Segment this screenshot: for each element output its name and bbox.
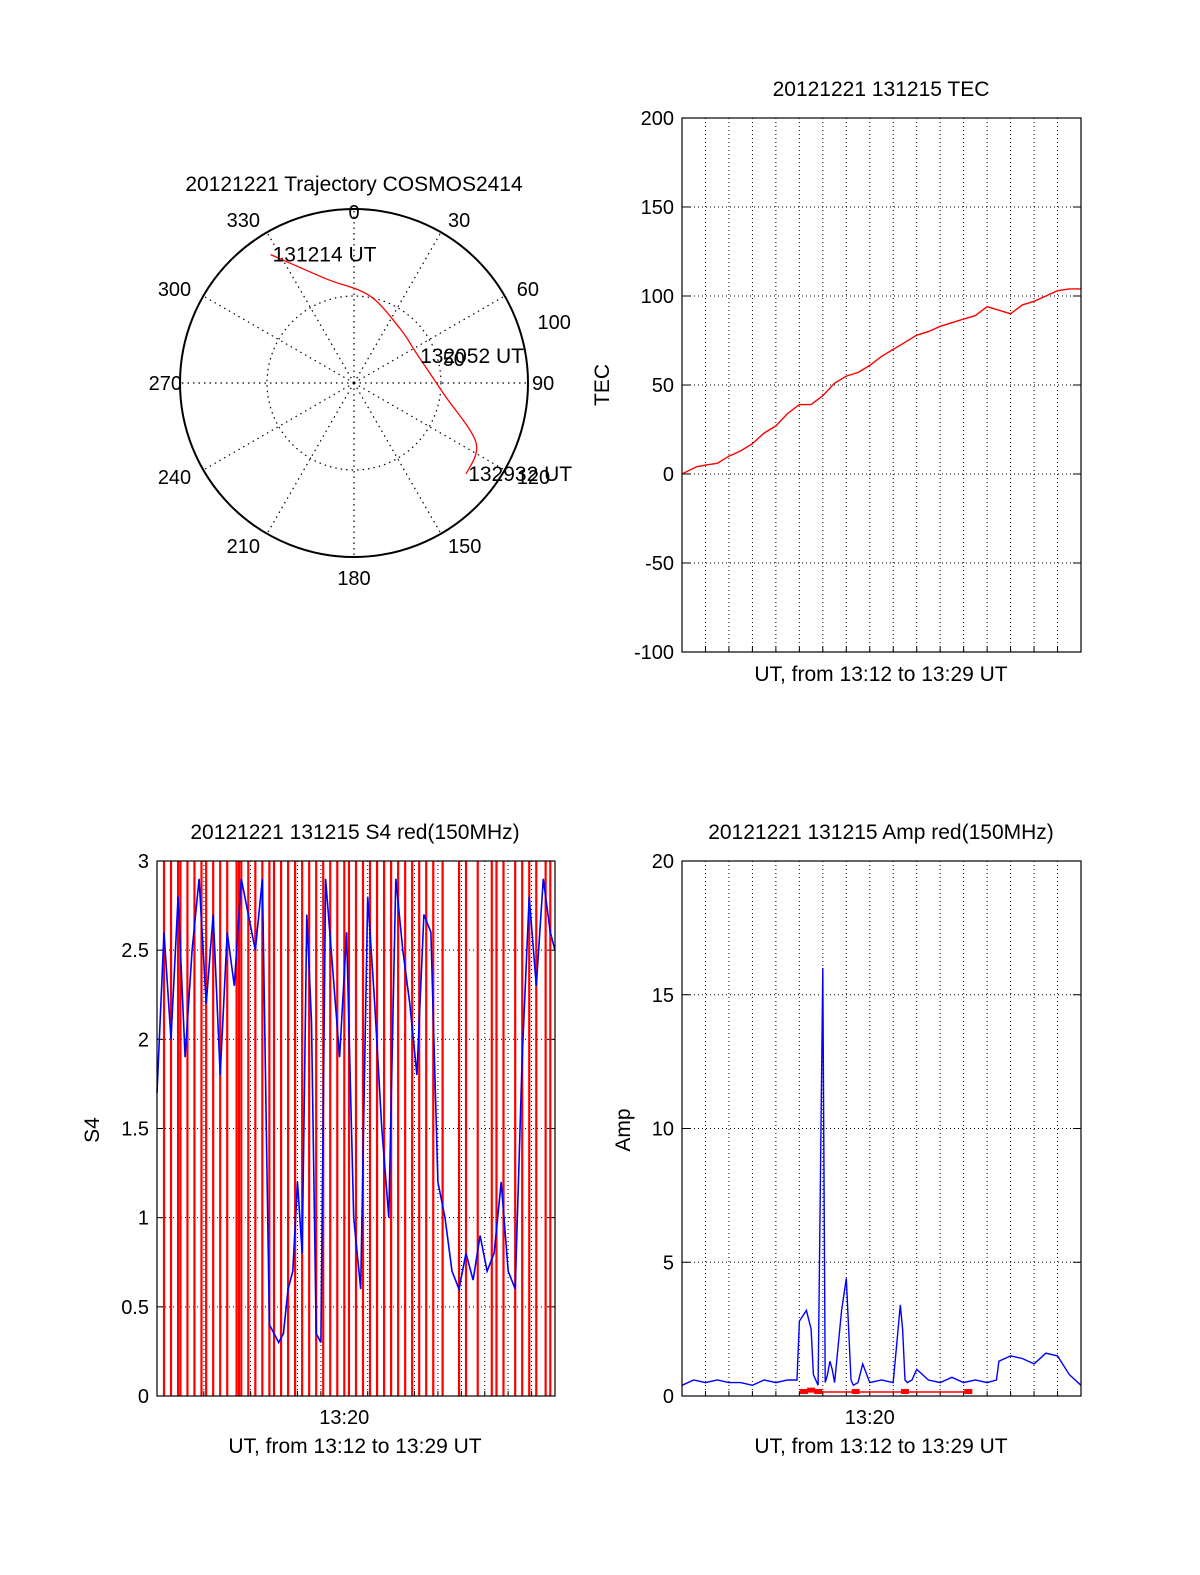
s4-xlabel: UT, from 13:12 to 13:29 UT: [228, 1435, 481, 1458]
tec-ylabel: TEC: [591, 364, 614, 406]
s4-frame: [156, 860, 556, 1397]
s4-xtick-label: 13:20: [319, 1407, 369, 1429]
polar-spoke-300: [203, 295, 355, 384]
polar-angle-label: 300: [158, 279, 191, 301]
tec-series-line-0: [681, 288, 1081, 475]
amp-series-line-0: [681, 967, 1082, 1387]
tec-ytick-label: 0: [663, 464, 674, 486]
polar-radial-labels: 50 100: [443, 312, 571, 371]
tec-chart: 20121221 131215 TEC UT, from 13:12 to 13…: [591, 78, 1082, 686]
tec-title: 20121221 131215 TEC: [773, 78, 990, 101]
polar-spoke-150: [353, 382, 442, 534]
tec-ytick-label: 200: [641, 108, 674, 130]
amp-series-line-1: [803, 1389, 969, 1393]
amp-ytick-label: 0: [663, 1386, 674, 1408]
polar-angle-label: 210: [227, 536, 260, 558]
amp-red-point: [964, 1388, 973, 1394]
s4-ytick-label: 3: [138, 851, 149, 873]
polar-angle-label: 180: [337, 568, 370, 590]
amp-title: 20121221 131215 Amp red(150MHz): [708, 821, 1054, 844]
s4-title: 20121221 131215 S4 red(150MHz): [190, 821, 519, 844]
s4-ylabel: S4: [81, 1117, 104, 1143]
trajectory-time-label: 131214 UT: [273, 244, 377, 267]
polar-angle-label: 30: [448, 210, 470, 232]
amp-ylabel: Amp: [612, 1108, 635, 1151]
amp-ytick-label: 10: [652, 1119, 674, 1141]
tec-ytick-label: -50: [645, 553, 674, 575]
tec-xlabel: UT, from 13:12 to 13:29 UT: [754, 663, 1007, 686]
polar-ring-50: [266, 295, 442, 471]
s4-chart: 20121221 131215 S4 red(150MHz) UT, from …: [81, 821, 556, 1458]
s4-ytick-label: 2.5: [121, 940, 149, 962]
polar-annotations: 131214 UT 132052 UT 132932 UT: [273, 244, 573, 486]
polar-angle-labels: 0 30 60 90 120 150 180 210 240 270 300 330: [149, 202, 555, 590]
polar-angle-label: 150: [448, 536, 481, 558]
amp-ytick-label: 5: [663, 1252, 674, 1274]
s4-ytick-label: 0.5: [121, 1297, 149, 1319]
polar-grid: [179, 208, 529, 558]
polar-spoke-60: [353, 295, 505, 384]
tec-ytick-label: -100: [634, 642, 674, 664]
polar-radial-label: 100: [538, 312, 571, 334]
trajectory-time-label: 132052 UT: [420, 345, 524, 368]
amp-ytick-label: 20: [652, 851, 674, 873]
s4-ytick-label: 1.5: [121, 1119, 149, 1141]
amp-frame: [681, 860, 1082, 1397]
polar-angle-label: 0: [348, 202, 359, 224]
tec-ytick-label: 100: [641, 286, 674, 308]
s4-ytick-label: 2: [138, 1029, 149, 1051]
s4-ytick-label: 1: [138, 1208, 149, 1230]
s4-ytick-label: 0: [138, 1386, 149, 1408]
polar-angle-label: 90: [532, 373, 554, 395]
amp-chart: 20121221 131215 Amp red(150MHz) UT, from…: [612, 821, 1082, 1458]
polar-spoke-210: [266, 382, 355, 534]
s4-series-line-1: [156, 878, 556, 1345]
trajectory-line: [270, 254, 478, 475]
tec-ytick-label: 50: [652, 375, 674, 397]
tec-ytick-label: 150: [641, 197, 674, 219]
amp-ytick-label: 15: [652, 985, 674, 1007]
amp-xtick-label: 13:20: [845, 1407, 895, 1429]
amp-red-point: [814, 1388, 823, 1394]
polar-angle-label: 60: [517, 279, 539, 301]
polar-spoke-30: [353, 232, 442, 384]
polar-angle-label: 270: [149, 373, 182, 395]
amp-xlabel: UT, from 13:12 to 13:29 UT: [754, 1435, 1007, 1458]
polar-outer-circle: [179, 208, 529, 558]
polar-spoke-330: [266, 232, 355, 384]
amp-red-point: [900, 1388, 909, 1394]
polar-radial-label: 50: [443, 349, 465, 371]
polar-angle-label: 330: [227, 210, 260, 232]
amp-red-point: [807, 1387, 816, 1393]
polar-angle-label: 240: [158, 467, 191, 489]
polar-series: [270, 254, 478, 475]
amp-red-point: [800, 1388, 809, 1394]
tec-frame: [681, 117, 1082, 653]
polar-spoke-240: [203, 382, 355, 471]
trajectory-polar-plot: 20121221 Trajectory COSMOS2414 0 30 60 90 12…: [149, 173, 573, 590]
polar-spoke-120: [353, 382, 505, 471]
amp-red-point: [851, 1388, 860, 1394]
trajectory-time-label: 132932 UT: [468, 463, 572, 486]
polar-angle-label: 120: [517, 467, 550, 489]
polar-title: 20121221 Trajectory COSMOS2414: [185, 173, 523, 196]
